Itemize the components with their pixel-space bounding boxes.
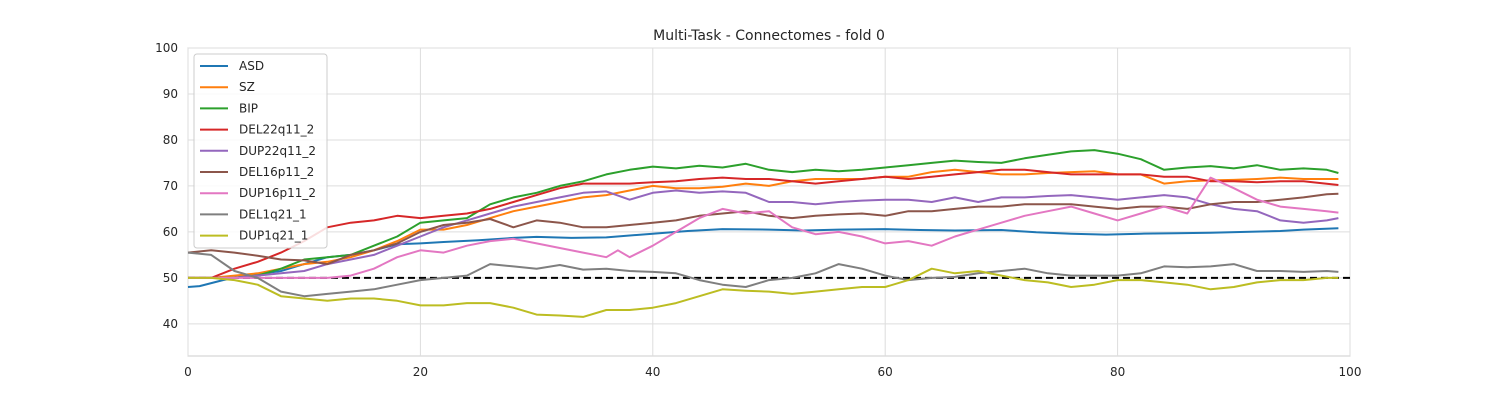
series-line-dup16p11-2	[188, 176, 1339, 279]
legend-label: DUP16p11_2	[239, 186, 316, 200]
y-tick-label: 40	[163, 317, 178, 331]
series-line-dup22q11-2	[188, 189, 1339, 279]
legend-label: DUP1q21_1	[239, 229, 308, 243]
series-line-dup1q21-1	[188, 267, 1339, 318]
series-line-del1q21-1	[187, 251, 1339, 298]
y-tick-label: 90	[163, 87, 178, 101]
x-tick-label: 20	[413, 365, 428, 379]
legend-label: DUP22q11_2	[239, 144, 316, 158]
legend-label: BIP	[239, 101, 258, 115]
x-tick-labels: 0 20 40 60 80 100	[184, 365, 1361, 379]
legend-label: DEL1q21_1	[239, 207, 307, 221]
x-tick-label: 60	[878, 365, 893, 379]
x-tick-label: 100	[1339, 365, 1362, 379]
series-line-del16p11-2	[187, 192, 1339, 266]
series-line-bip	[188, 149, 1339, 279]
x-tick-label: 80	[1110, 365, 1125, 379]
legend-label: DEL22q11_2	[239, 123, 314, 137]
legend-label: ASD	[239, 59, 264, 73]
legend-label: DEL16p11_2	[239, 165, 314, 179]
x-tick-label: 40	[645, 365, 660, 379]
y-tick-label: 70	[163, 179, 178, 193]
legend-box	[193, 53, 328, 249]
legend-label: SZ	[239, 80, 255, 94]
y-tick-label: 50	[163, 271, 178, 285]
x-tick-label: 0	[184, 365, 192, 379]
y-tick-label: 60	[163, 225, 178, 239]
series-line-del22q11-2	[188, 168, 1339, 279]
chart-title: Multi-Task - Connectomes - fold 0	[653, 28, 885, 44]
y-tick-labels: 40 50 60 70 80 90 100	[155, 41, 178, 331]
series-lines	[187, 149, 1339, 318]
y-tick-label: 80	[163, 133, 178, 147]
legend: ASD SZ BIP DEL22q11_2 DUP22q11_2 DEL16p11_2 DU…	[193, 53, 328, 249]
y-tick-label: 100	[155, 41, 178, 55]
